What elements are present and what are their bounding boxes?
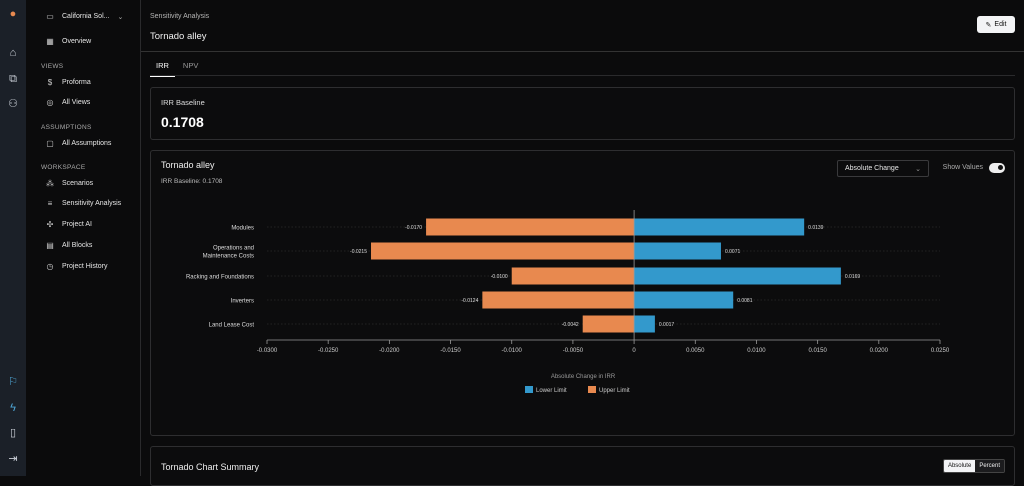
show-values-toggle[interactable] <box>989 163 1005 173</box>
flag-icon[interactable]: ⚐ <box>8 376 18 388</box>
chart-subtitle: IRR Baseline: 0.1708 <box>161 178 223 185</box>
edit-button[interactable]: ✎ Edit <box>977 16 1015 33</box>
label: Proforma <box>62 79 91 86</box>
sidebar-item-project-history[interactable]: ◷ Project History <box>46 262 108 271</box>
baseline-card: IRR Baseline 0.1708 <box>150 87 1015 140</box>
sidebar: ▭ California Sol... ⌄ ▦ Overview VIEWS $ Pro… <box>26 0 141 476</box>
section-workspace: WORKSPACE <box>41 164 86 171</box>
home-icon[interactable]: ⌂ <box>9 47 17 59</box>
filter-icon: ≡ <box>47 199 53 208</box>
folder-icon: ▭ <box>46 12 54 21</box>
sidebar-item-proforma[interactable]: $ Proforma <box>46 78 91 87</box>
label: All Blocks <box>62 242 93 249</box>
chart-title: Tornado alley <box>161 160 215 170</box>
grid-icon: ▦ <box>46 37 54 46</box>
section-views: VIEWS <box>41 63 64 70</box>
device-icon[interactable]: ▯ <box>9 427 17 439</box>
breadcrumb[interactable]: Sensitivity Analysis <box>150 13 210 20</box>
tab-npv[interactable]: NPV <box>182 61 199 70</box>
sidebar-item-all-assumptions[interactable]: ▢ All Assumptions <box>46 139 111 148</box>
label: All Assumptions <box>62 140 112 147</box>
tab-irr[interactable]: IRR <box>150 59 175 77</box>
sparkle-icon: ✣ <box>46 220 54 229</box>
label: Project AI <box>62 221 92 228</box>
dollar-icon: $ <box>47 78 53 87</box>
copy-icon[interactable]: ⧉ <box>9 73 17 85</box>
edit-label: Edit <box>994 21 1007 28</box>
project-selector[interactable]: ▭ California Sol... ⌄ <box>46 12 123 21</box>
show-values-label: Show Values <box>942 164 983 171</box>
divider <box>141 51 1024 52</box>
scenarios-icon: ⁂ <box>46 179 54 188</box>
summary-card: Tornado Chart Summary Absolute Percent <box>150 446 1015 486</box>
file-icon: ▢ <box>46 139 54 148</box>
percent-button[interactable]: Percent <box>975 460 1004 472</box>
page-title: Tornado alley <box>150 31 207 42</box>
blocks-icon: ▤ <box>46 241 54 250</box>
project-name: California Sol... <box>62 13 110 20</box>
label: Project History <box>62 263 108 270</box>
metric-tabs: IRR NPV <box>150 59 204 77</box>
label: Overview <box>62 38 92 45</box>
section-assumptions: ASSUMPTIONS <box>41 124 92 131</box>
baseline-label: IRR Baseline <box>161 98 205 107</box>
sidebar-item-all-blocks[interactable]: ▤ All Blocks <box>46 241 92 250</box>
tornado-chart-card: Tornado alley IRR Baseline: 0.1708 Absol… <box>150 150 1015 436</box>
users-icon[interactable]: ⚇ <box>8 98 18 110</box>
clock-icon: ◷ <box>46 262 54 271</box>
pencil-icon: ✎ <box>985 21 992 29</box>
label: Scenarios <box>62 180 94 187</box>
absolute-button[interactable]: Absolute <box>943 460 976 472</box>
baseline-value: 0.1708 <box>161 114 204 130</box>
bolt-icon[interactable]: ϟ <box>10 402 16 414</box>
sidebar-item-all-views[interactable]: ◎ All Views <box>46 98 91 107</box>
summary-title: Tornado Chart Summary <box>161 462 260 472</box>
tab-divider <box>150 75 1015 76</box>
change-mode-select[interactable]: Absolute Change ⌄ <box>837 160 929 177</box>
label: Sensitivity Analysis <box>62 200 122 207</box>
sidebar-item-sensitivity-analysis[interactable]: ≡ Sensitivity Analysis <box>46 199 121 208</box>
label: All Views <box>62 99 91 106</box>
logo-icon[interactable]: ● <box>9 8 17 20</box>
logout-icon[interactable]: ⇥ <box>8 453 18 465</box>
chevron-down-icon: ⌄ <box>915 166 921 173</box>
sidebar-item-scenarios[interactable]: ⁂ Scenarios <box>46 179 93 188</box>
main-content: Sensitivity Analysis Tornado alley ✎ Edit… <box>141 0 1024 486</box>
icon-rail: ● ⌂ ⧉ ⚇ ⚐ ϟ ▯ ⇥ <box>0 0 26 476</box>
summary-mode-toggle: Absolute Percent <box>942 459 1005 473</box>
views-icon: ◎ <box>46 98 54 107</box>
selected-value: Absolute Change <box>845 165 899 172</box>
sidebar-item-project-ai[interactable]: ✣ Project AI <box>46 220 92 229</box>
chevron-down-icon: ⌄ <box>117 13 124 21</box>
sidebar-item-overview[interactable]: ▦ Overview <box>46 37 91 46</box>
